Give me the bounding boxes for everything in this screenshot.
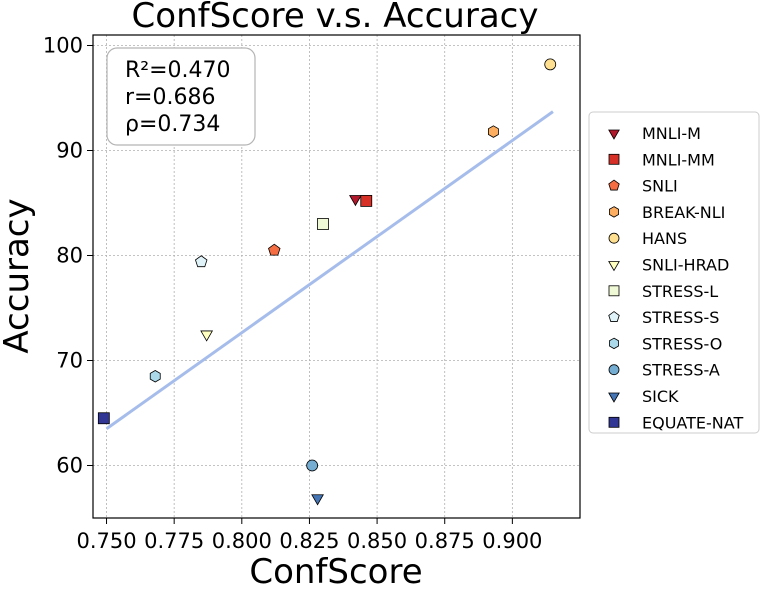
y-axis-title: Accuracy [0,198,37,353]
legend-marker-stress-o [609,337,619,350]
legend-marker-stress-l [608,285,620,297]
legend-label-break-nli: BREAK-NLI [642,203,725,222]
legend-label-snli: SNLI [642,177,678,196]
point-stress-s [194,255,208,268]
legend-marker-break-nli [609,206,619,218]
x-tick-label: 0.750 [76,529,136,553]
legend-label-sick: SICK [642,387,679,406]
stats-spearman-rho: ρ=0.734 [125,112,220,137]
point-equate-nat [97,412,110,425]
point-snli-hrad [200,330,214,342]
x-axis-ticks: 0.750 0.775 0.800 0.825 0.850 0.875 0.900 [76,518,542,553]
legend-label-mnli-m: MNLI-M [642,124,701,143]
point-sick [311,494,324,506]
chart-title: ConfScore v.s. Accuracy [132,0,539,36]
legend-label-stress-a: STRESS-A [642,361,720,380]
legend-marker-stress-a [608,364,620,376]
point-stress-o [149,370,161,383]
legend-marker-snli [608,179,620,191]
gridlines [93,35,580,518]
x-tick-label: 0.800 [212,529,272,553]
stats-r-squared: R²=0.470 [125,58,231,83]
legend-label-stress-s: STRESS-S [642,308,719,327]
legend-label-stress-o: STRESS-O [642,334,722,353]
y-tick-label: 80 [56,244,83,268]
stats-pearson-r: r=0.686 [125,85,215,110]
point-mnli-m [349,195,362,207]
y-tick-label: 70 [56,349,83,373]
point-stress-l [317,218,329,230]
legend-marker-snli-hrad [608,261,620,272]
point-break-nli [488,125,499,138]
y-axis-ticks: 60 70 80 90 100 [43,34,93,478]
point-hans [544,58,557,71]
legend: MNLI-M MNLI-MM SNLI BREAK-NLI HANS SNLI-HRAD S… [588,111,760,434]
x-axis-title: ConfScore [249,552,422,590]
y-tick-label: 60 [56,454,83,478]
legend-label-snli-hrad: SNLI-HRAD [642,256,729,275]
plot-area-frame [92,34,581,519]
legend-marker-hans [608,232,620,244]
y-tick-label: 90 [56,139,83,163]
point-snli [268,243,281,256]
regression-line [105,110,554,430]
legend-marker-mnli-m [608,129,620,140]
point-stress-a [306,459,319,472]
legend-label-stress-l: STRESS-L [642,282,718,301]
legend-marker-equate-nat [608,416,620,428]
data-points [97,58,557,506]
legend-label-equate-nat: EQUATE-NAT [642,413,743,432]
legend-marker-stress-s [608,311,620,322]
x-tick-label: 0.900 [482,529,542,553]
x-tick-label: 0.850 [347,529,407,553]
x-tick-label: 0.775 [144,529,204,553]
legend-label-hans: HANS [642,229,687,248]
x-tick-label: 0.825 [279,529,339,553]
stats-box: R²=0.470 r=0.686 ρ=0.734 [106,47,256,146]
y-tick-label: 100 [43,34,83,58]
legend-marker-sick [608,392,620,403]
legend-marker-mnli-mm [608,153,620,165]
x-tick-label: 0.875 [415,529,475,553]
legend-label-mnli-mm: MNLI-MM [642,150,715,169]
point-mnli-mm [360,194,373,207]
